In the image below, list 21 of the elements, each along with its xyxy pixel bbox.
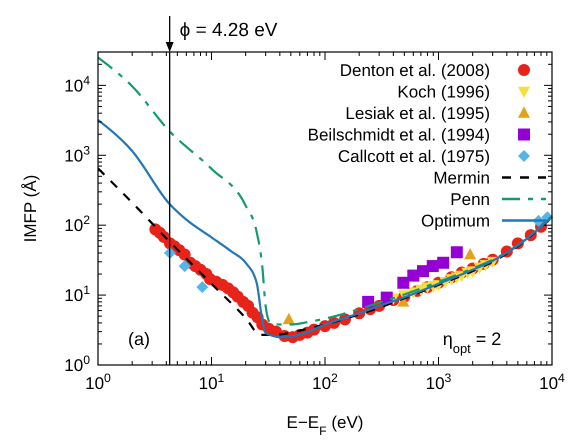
annotation: η$_{opt}$ = 2 (442, 329, 502, 356)
y-axis-title: IMFP (Å) (21, 174, 40, 242)
y-tick-label: 10$^{1}$ (64, 283, 90, 306)
legend-label: Penn (450, 190, 490, 209)
y-tick-label: 10$^{4}$ (64, 73, 90, 96)
x-tick-label: 10$^{1}$ (198, 371, 225, 393)
legend-label: Beilschmidt et al. (1994) (308, 126, 490, 144)
x-tick-label: 10$^{4}$ (539, 371, 566, 393)
legend-label: Lesiak et al. (1995) (345, 104, 490, 123)
legend-label: Optimum (421, 212, 490, 230)
y-tick-label: 10$^{2}$ (64, 213, 90, 236)
legend-label: Mermin (433, 168, 490, 188)
x-axis-title: E−E$_{F}$ (eV) (286, 413, 364, 438)
x-tick-label: 10$^{2}$ (312, 371, 338, 393)
x-tick-label: 10$^{3}$ (426, 371, 452, 393)
legend-label: Denton et al. (2008) (340, 61, 490, 80)
y-tick-label: 10$^{3}$ (64, 143, 90, 166)
legend-label: Koch (1996) (397, 82, 490, 102)
ref-line-label: ϕ = 4.28 eV (180, 20, 278, 41)
legend-label: Callcott et al. (1975) (338, 147, 490, 166)
annotation: (a) (128, 329, 150, 349)
